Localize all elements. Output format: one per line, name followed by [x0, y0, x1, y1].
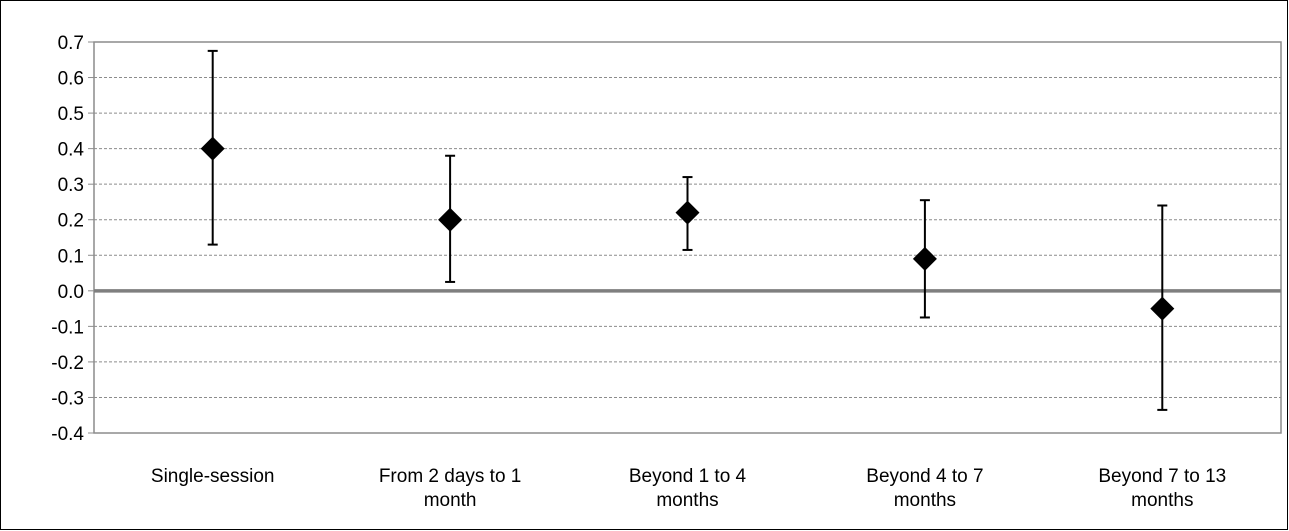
y-tick-label: -0.4 [51, 424, 84, 445]
x-category-label: Beyond 7 to 13 months [1098, 466, 1226, 511]
y-tick-label: 0.6 [58, 69, 84, 90]
y-tick-label: -0.2 [51, 353, 84, 374]
data-point-diamond [1150, 296, 1175, 321]
y-tick-labels: 0.7 0.6 0.5 0.4 0.3 0.2 0.1 0.0 -0.1 -0.2 -0.3 -0.4 [51, 33, 94, 445]
y-tick-label: 0.1 [58, 246, 84, 267]
data-point-diamond [438, 207, 463, 232]
data-point-diamond [675, 200, 700, 225]
data-point-diamond [200, 136, 225, 161]
y-tick-label: -0.1 [51, 317, 84, 338]
plot-area-border [93, 41, 1282, 434]
x-category-label: Beyond 4 to 7 months [866, 466, 983, 511]
x-category-label: Single-session [151, 466, 275, 487]
x-category-label: From 2 days to 1 month [379, 466, 522, 511]
y-tick-label: 0.3 [58, 175, 84, 196]
grid-layer [93, 41, 1282, 434]
data-marks [200, 49, 1175, 411]
y-tick-label: 0.4 [58, 140, 85, 161]
data-point-diamond [912, 246, 937, 271]
y-tick-label: 0.7 [58, 33, 84, 54]
y-tick-label: -0.3 [51, 388, 84, 409]
x-category-label: Beyond 1 to 4 months [629, 466, 747, 511]
x-category-labels: Single-session From 2 days to 1 month Beyon… [151, 466, 1226, 511]
y-tick-label: 0.5 [58, 104, 84, 125]
y-tick-label: 0.2 [58, 211, 84, 232]
y-tick-label: 0.0 [58, 282, 84, 303]
